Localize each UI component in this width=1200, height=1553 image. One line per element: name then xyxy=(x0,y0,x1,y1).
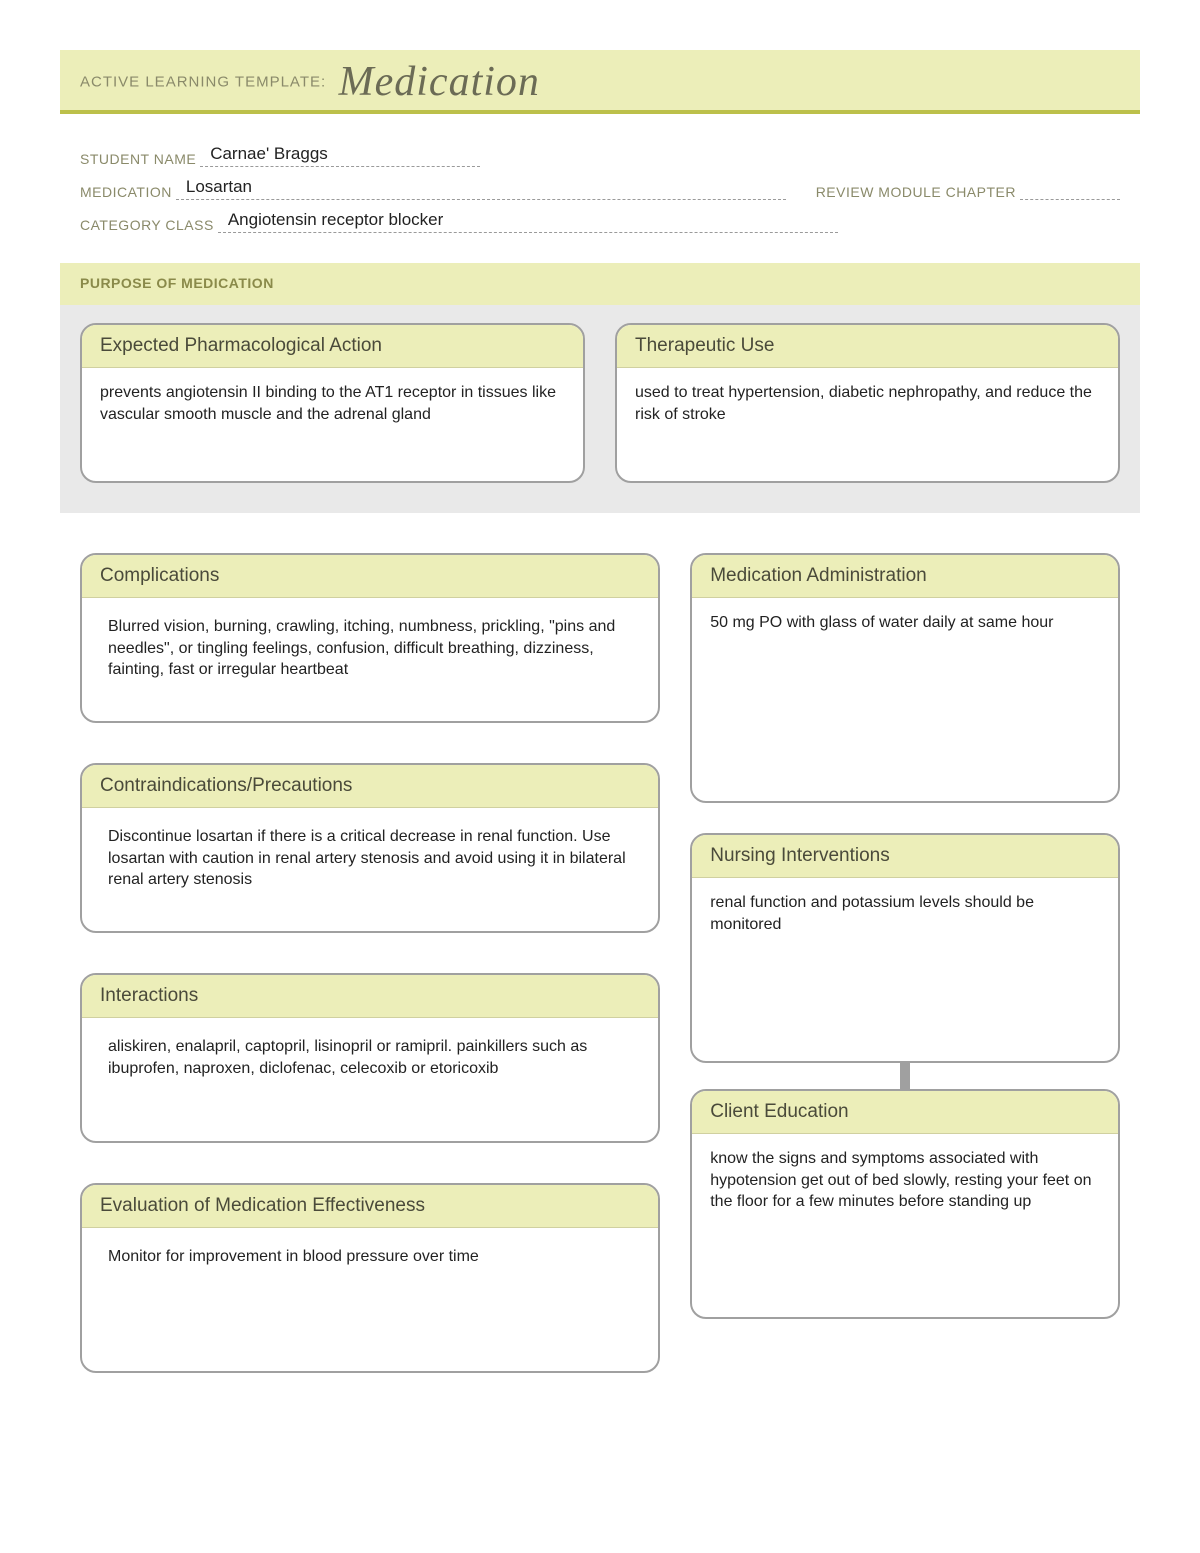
pharm-action-body: prevents angiotensin II binding to the A… xyxy=(82,368,583,481)
therapeutic-use-title: Therapeutic Use xyxy=(617,325,1118,368)
header-title: Medication xyxy=(339,59,540,105)
therapeutic-use-body: used to treat hypertension, diabetic nep… xyxy=(617,368,1118,481)
nursing-title: Nursing Interventions xyxy=(692,835,1118,878)
administration-body: 50 mg PO with glass of water daily at sa… xyxy=(692,598,1118,801)
nursing-card: Nursing Interventions renal function and… xyxy=(690,833,1120,1063)
page: ACTIVE LEARNING TEMPLATE: Medication STU… xyxy=(0,0,1200,1433)
left-column: Complications Blurred vision, burning, c… xyxy=(80,553,660,1373)
education-body: know the signs and symptoms associated w… xyxy=(692,1134,1118,1317)
evaluation-body: Monitor for improvement in blood pressur… xyxy=(82,1228,658,1371)
purpose-header: PURPOSE OF MEDICATION xyxy=(60,263,1140,305)
review-label: REVIEW MODULE CHAPTER xyxy=(816,184,1016,200)
contraindications-card: Contraindications/Precautions Discontinu… xyxy=(80,763,660,933)
category-value: Angiotensin receptor blocker xyxy=(218,210,838,233)
complications-body: Blurred vision, burning, crawling, itchi… xyxy=(82,598,658,721)
evaluation-title: Evaluation of Medication Effectiveness xyxy=(82,1185,658,1228)
purpose-title: PURPOSE OF MEDICATION xyxy=(80,275,274,291)
education-title: Client Education xyxy=(692,1091,1118,1134)
contraindications-body: Discontinue losartan if there is a criti… xyxy=(82,808,658,931)
medication-value: Losartan xyxy=(176,177,786,200)
medication-row: MEDICATION Losartan REVIEW MODULE CHAPTE… xyxy=(80,177,1120,200)
pharm-action-title: Expected Pharmacological Action xyxy=(82,325,583,368)
student-row: STUDENT NAME Carnae' Braggs xyxy=(80,144,1120,167)
purpose-cards: Expected Pharmacological Action prevents… xyxy=(80,323,1120,483)
therapeutic-use-card: Therapeutic Use used to treat hypertensi… xyxy=(615,323,1120,483)
main-grid: Complications Blurred vision, burning, c… xyxy=(60,553,1140,1373)
header-banner: ACTIVE LEARNING TEMPLATE: Medication xyxy=(60,50,1140,114)
interactions-card: Interactions aliskiren, enalapril, capto… xyxy=(80,973,660,1143)
info-block: STUDENT NAME Carnae' Braggs MEDICATION L… xyxy=(60,144,1140,263)
evaluation-card: Evaluation of Medication Effectiveness M… xyxy=(80,1183,660,1373)
review-value xyxy=(1020,197,1120,200)
administration-title: Medication Administration xyxy=(692,555,1118,598)
administration-card: Medication Administration 50 mg PO with … xyxy=(690,553,1120,803)
interactions-title: Interactions xyxy=(82,975,658,1018)
complications-card: Complications Blurred vision, burning, c… xyxy=(80,553,660,723)
header-prefix: ACTIVE LEARNING TEMPLATE: xyxy=(80,74,326,91)
student-value: Carnae' Braggs xyxy=(200,144,480,167)
right-column: Medication Administration 50 mg PO with … xyxy=(690,553,1120,1373)
student-label: STUDENT NAME xyxy=(80,151,196,167)
complications-title: Complications xyxy=(82,555,658,598)
connector-line xyxy=(900,1063,910,1089)
contraindications-title: Contraindications/Precautions xyxy=(82,765,658,808)
nursing-body: renal function and potassium levels shou… xyxy=(692,878,1118,1061)
education-card: Client Education know the signs and symp… xyxy=(690,1089,1120,1319)
purpose-section: PURPOSE OF MEDICATION Expected Pharmacol… xyxy=(60,263,1140,513)
pharm-action-card: Expected Pharmacological Action prevents… xyxy=(80,323,585,483)
medication-label: MEDICATION xyxy=(80,184,172,200)
category-label: CATEGORY CLASS xyxy=(80,217,214,233)
interactions-body: aliskiren, enalapril, captopril, lisinop… xyxy=(82,1018,658,1141)
category-row: CATEGORY CLASS Angiotensin receptor bloc… xyxy=(80,210,1120,233)
